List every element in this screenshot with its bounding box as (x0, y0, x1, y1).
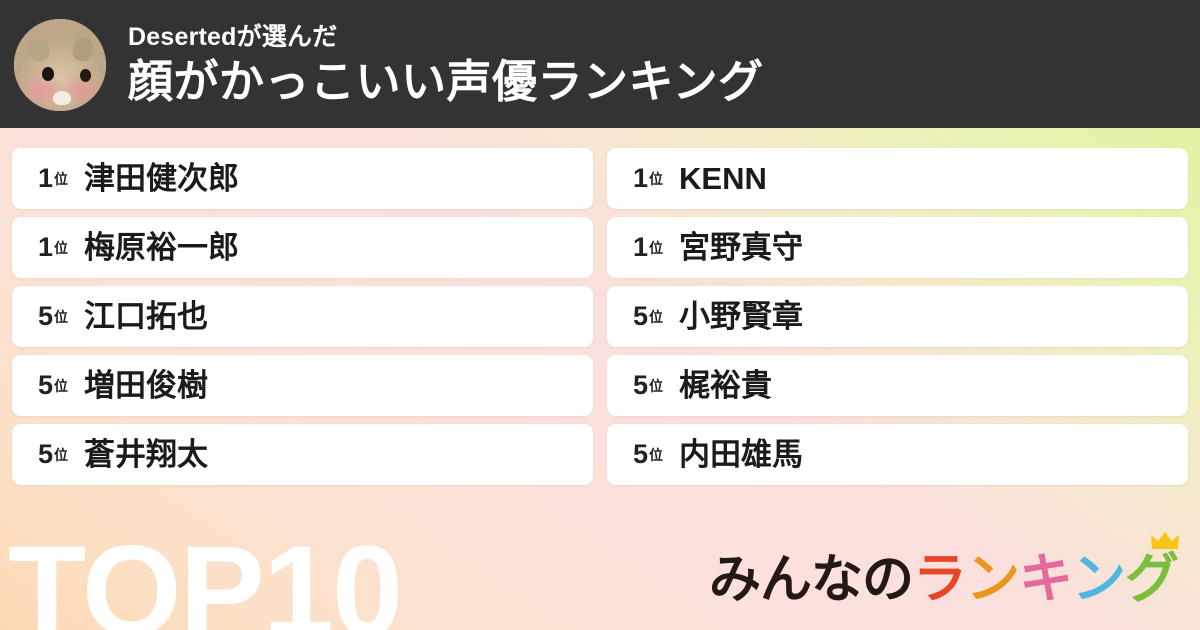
rank-number: 5 (38, 439, 54, 469)
rank-entry-name: 梅原裕一郎 (84, 230, 240, 265)
rank-suffix: 位 (649, 239, 664, 256)
header-text-group: Desertedが選んだ 顔がかっこいい声優ランキング (128, 22, 764, 107)
rank-entry-name: 小野賢章 (679, 299, 804, 334)
rank-entry-name: 宮野真守 (679, 230, 804, 265)
avatar-eye-left (41, 66, 54, 81)
logo-char-gu-text: グ (1125, 549, 1179, 609)
rank-suffix: 位 (54, 239, 69, 256)
logo-char-gu: グ (1125, 532, 1179, 609)
rank-number: 5 (633, 439, 649, 469)
page-title: 顔がかっこいい声優ランキング (128, 55, 764, 107)
rank-number: 5 (38, 370, 54, 400)
rank-number: 1 (38, 163, 54, 193)
rank-number: 1 (633, 232, 649, 262)
logo-char-n-2: ン (1072, 549, 1126, 609)
rank-entry-name: 増田俊樹 (84, 368, 209, 403)
rank-suffix: 位 (54, 377, 69, 394)
rank-number: 5 (633, 370, 649, 400)
rank-number: 1 (633, 163, 649, 193)
logo-char-ra: ラ (913, 549, 967, 609)
rank-suffix: 位 (54, 170, 69, 187)
site-logo: みんなの ラ ン キ ン グ (708, 532, 1179, 609)
logo-text-japanese: みんなの (708, 551, 914, 609)
header-subtitle: Desertedが選んだ (128, 22, 338, 51)
rank-suffix: 位 (649, 170, 664, 187)
top10-label: TOP10 (8, 520, 403, 630)
header-bar: Desertedが選んだ 顔がかっこいい声優ランキング (0, 0, 1200, 128)
rank-number: 5 (38, 301, 54, 331)
rank-suffix: 位 (54, 446, 69, 463)
logo-char-ki: キ (1019, 549, 1073, 609)
logo-char-n-1: ン (966, 549, 1020, 609)
rank-number: 5 (633, 301, 649, 331)
rank-entry-name: 津田健次郎 (84, 161, 240, 196)
rank-entry-name: 梶裕貴 (679, 368, 773, 403)
avatar-eye-right (80, 68, 92, 82)
rank-entry-name: 江口拓也 (84, 299, 209, 334)
crown-icon (1151, 532, 1179, 549)
rank-entry-name: KENN (679, 161, 767, 196)
rank-number: 1 (38, 232, 54, 262)
avatar (14, 19, 106, 111)
rank-entry-name: 内田雄馬 (679, 437, 804, 472)
rank-suffix: 位 (649, 377, 664, 394)
rank-suffix: 位 (54, 308, 69, 325)
rank-suffix: 位 (649, 308, 664, 325)
rank-entry-name: 蒼井翔太 (84, 437, 209, 472)
avatar-snout (52, 90, 72, 106)
rank-suffix: 位 (649, 446, 664, 463)
